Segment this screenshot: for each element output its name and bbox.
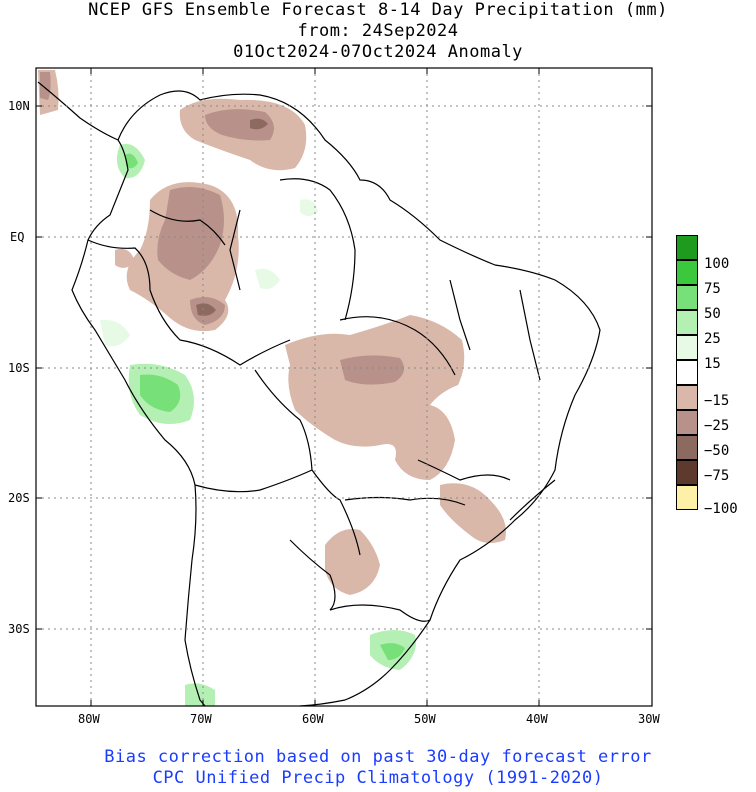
driest-anomaly-cores <box>196 118 268 316</box>
lat-label-eq: EQ <box>10 230 25 244</box>
legend-swatch-minus75 <box>676 460 698 485</box>
legend-swatch-minus50 <box>676 435 698 460</box>
legend-label-50: 50 <box>704 306 721 322</box>
legend-label-100: 100 <box>704 256 730 272</box>
lon-label-60w: 60W <box>302 712 324 726</box>
lon-label-50w: 50W <box>414 712 436 726</box>
bias-correction-note: Bias correction based on past 30-day for… <box>104 747 652 767</box>
legend-label-minus75: −75 <box>704 468 730 484</box>
legend-swatch-15 <box>676 335 698 360</box>
map-title: NCEP GFS Ensemble Forecast 8-14 Day Prec… <box>88 0 668 20</box>
lat-label-10s: 10S <box>8 361 30 375</box>
forecast-date: from: 24Sep2024 <box>297 21 459 41</box>
legend-swatch-neutral <box>676 360 698 385</box>
legend-swatch-minus15 <box>676 385 698 410</box>
legend-swatch-25 <box>676 310 698 335</box>
graticule <box>36 68 652 706</box>
legend-swatch-100 <box>676 235 698 260</box>
legend-label-minus50: −50 <box>704 443 730 459</box>
lon-label-30w: 30W <box>638 712 660 726</box>
legend-swatch-75 <box>676 260 698 285</box>
lat-label-10n: 10N <box>8 99 30 113</box>
lon-label-70w: 70W <box>190 712 212 726</box>
legend-label-minus25: −25 <box>704 418 730 434</box>
axis-ticks <box>36 68 652 706</box>
climatology-note: CPC Unified Precip Climatology (1991-202… <box>152 768 604 788</box>
map-frame <box>35 67 653 707</box>
lon-label-40w: 40W <box>526 712 548 726</box>
legend-swatch-minus100 <box>676 485 698 510</box>
lon-label-80w: 80W <box>78 712 100 726</box>
lat-label-20s: 20S <box>8 491 30 505</box>
lat-label-30s: 30S <box>8 622 30 636</box>
forecast-period: 01Oct2024-07Oct2024 Anomaly <box>233 42 523 62</box>
legend-label-15: 15 <box>704 356 721 372</box>
legend-label-minus15: −15 <box>704 393 730 409</box>
country-borders <box>37 81 601 707</box>
legend-swatch-minus25 <box>676 410 698 435</box>
legend-label-minus100: −100 <box>704 501 738 517</box>
legend-label-75: 75 <box>704 281 721 297</box>
legend-label-25: 25 <box>704 331 721 347</box>
legend-swatch-50 <box>676 285 698 310</box>
